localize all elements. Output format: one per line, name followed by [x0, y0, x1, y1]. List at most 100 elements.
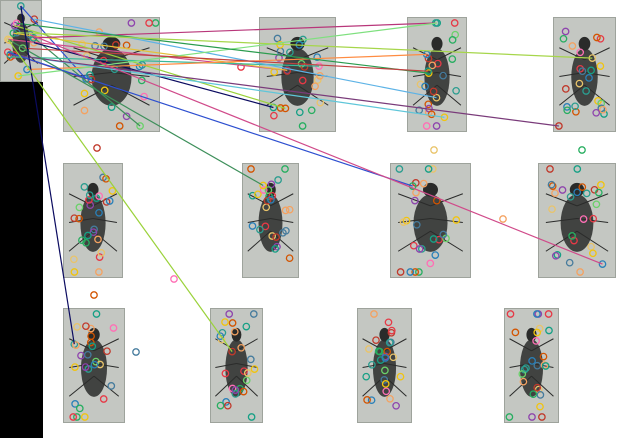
match-line	[7, 39, 233, 352]
candidate-image-r2c2-keypoint	[267, 180, 276, 189]
candidate-image-r2c4-keypoint	[568, 232, 576, 240]
candidate-image-r1c4-keypoint	[576, 64, 585, 73]
candidate-image-r3c1-keypoint	[80, 413, 89, 421]
candidate-image-r1c1-keypoint	[145, 19, 153, 27]
candidate-image-r1c4-keypoint	[572, 107, 580, 116]
candidate-image-r3c4-keypoint	[505, 413, 514, 421]
candidate-image-r3c1-keypoint	[103, 347, 111, 356]
candidate-image-r3c3-keypoint	[381, 354, 390, 362]
candidate-image-r2c1-keypoint	[78, 236, 86, 245]
candidate-image-r3c2-keypoint	[240, 367, 248, 376]
candidate-image-r3c2-keypoint	[228, 319, 237, 327]
candidate-image-r3c3-keypoint	[376, 356, 385, 364]
candidate-image-r2c2-keypoint	[268, 232, 277, 240]
candidate-image-r2c1-keypoint	[70, 255, 78, 264]
candidate-image-r2c4-keypoint	[547, 180, 556, 189]
candidate-image-r3c4-keypoint	[533, 310, 541, 318]
candidate-image-r2c3-keypoint	[415, 245, 424, 253]
candidate-image-r2c1-keypoint	[70, 214, 79, 223]
candidate-image-r1c2-keypoint	[313, 76, 322, 84]
candidate-image-r3c3-keypoint	[384, 318, 393, 327]
candidate-image-r3c4-keypoint	[522, 364, 530, 372]
candidate-image-r3c4-keypoint	[535, 324, 544, 333]
candidate-image-r1c1-keypoint	[100, 86, 109, 95]
candidate-image-r2c3-keypoint	[395, 165, 404, 173]
candidate-image-r1c1-keypoint	[85, 71, 94, 79]
candidate-image-r2c2-keypoint	[281, 165, 289, 173]
candidate-image-r3c2-keypoint	[216, 332, 225, 341]
candidate-image-r3c3-keypoint	[392, 401, 400, 410]
candidate-image-r2c4-keypoint	[582, 189, 591, 198]
candidate-image-r1c3-keypoint	[424, 100, 433, 109]
candidate-image-r2c1-keypoint	[97, 249, 106, 257]
candidate-image-r1c4-keypoint	[582, 87, 590, 95]
candidate-image-r2c4-keypoint	[598, 260, 607, 268]
candidate-image-r1c2-keypoint	[270, 111, 278, 120]
candidate-image-r2c2-keypoint	[271, 245, 280, 253]
candidate-image-r3c2-keypoint	[247, 413, 256, 421]
candidate-image-r2c3-keypoint	[411, 268, 420, 276]
candidate-image-r2c2-keypoint	[281, 206, 290, 215]
candidate-image-r3c4-keypoint	[536, 402, 544, 411]
candidate-image-r1c4-keypoint	[585, 74, 593, 82]
candidate-image-r1c2-keypoint	[281, 104, 290, 113]
candidate-image-r1c1-keypoint	[122, 41, 131, 50]
candidate-image-r3c4-keypoint	[536, 391, 545, 399]
candidate-image-r1c2-keypoint	[307, 106, 316, 115]
candidate-image-r3c4-keypoint	[529, 390, 538, 399]
candidate-image-r3c2-keypoint	[223, 401, 232, 410]
candidate-image-r1c1-keypoint	[127, 19, 136, 27]
candidate-image-r3c3-keypoint	[396, 372, 405, 381]
candidate-image-r3c3-keypoint	[387, 326, 396, 335]
candidate-image-r2c1-keypoint	[85, 191, 94, 199]
candidate-image-r2c2-keypoint	[285, 254, 294, 263]
candidate-image-r3c4-keypoint	[528, 413, 536, 421]
candidate-image-r1c3-keypoint	[416, 80, 425, 89]
candidate-image-r3c2-keypoint	[250, 365, 259, 373]
candidate-image-r2c2-keypoint	[254, 190, 262, 199]
candidate-image-r3c4-keypoint	[511, 328, 520, 337]
candidate-image-r3c3-keypoint	[381, 380, 390, 388]
candidate-image-r1c4-keypoint	[563, 106, 572, 115]
candidate-image-r3c3-keypoint	[372, 336, 380, 345]
candidate-image-r3c2-keypoint	[222, 398, 230, 406]
candidate-image-r3c2-keypoint	[228, 347, 236, 356]
candidate-image-r3c2-keypoint	[231, 386, 240, 394]
candidate-image-r3c2-keypoint	[230, 327, 239, 336]
candidate-image-r2c4-keypoint	[551, 189, 559, 198]
candidate-image-r3c2-keypoint	[221, 318, 229, 326]
match-line	[33, 22, 436, 39]
candidate-image-r2c2-keypoint	[264, 186, 273, 194]
candidate-image-r3c4-keypoint	[518, 370, 527, 378]
candidate-image-r2c4-keypoint	[573, 165, 582, 173]
candidate-image-r3c3-keypoint	[374, 347, 383, 356]
candidate-image-r3c1-keypoint	[72, 341, 80, 349]
candidate-image-r2c1-keypoint	[94, 235, 102, 244]
candidate-image-r1c2-keypoint	[270, 68, 279, 76]
candidate-image-r3c2-keypoint	[242, 376, 251, 385]
candidate-image-r2c1-keypoint	[75, 203, 84, 212]
candidate-image-r2c3-keypoint	[412, 220, 421, 229]
candidate-image-r2c1-keypoint	[86, 201, 95, 210]
candidate-image-r1c4-keypoint	[576, 48, 585, 57]
candidate-image-r2c4-keypoint	[546, 165, 554, 173]
candidate-image-r2c4-keypoint	[589, 214, 598, 223]
candidate-image-r3c2-keypoint	[246, 355, 255, 364]
candidate-image-r2c4-keypoint	[566, 192, 575, 201]
candidate-image-r3c3-keypoint	[380, 376, 389, 384]
candidate-image-r2c1-keypoint	[108, 187, 117, 195]
candidate-image-r2c3-keypoint	[409, 241, 418, 250]
candidate-image-r2c4-keypoint	[592, 200, 601, 209]
candidate-image-r1c3-keypoint	[432, 122, 441, 130]
stray-keypoint	[93, 144, 101, 152]
candidate-image-r3c3-keypoint	[365, 345, 373, 353]
match-line	[29, 34, 603, 265]
candidate-image-r2c4-keypoint	[587, 242, 595, 251]
candidate-image-r2c2-keypoint	[274, 176, 282, 184]
candidate-image-r2c4-keypoint	[558, 186, 567, 194]
candidate-image-r3c3-keypoint	[370, 310, 378, 318]
candidate-image-r2c4-keypoint	[579, 215, 588, 223]
candidate-image-r2c3-keypoint	[415, 268, 423, 276]
